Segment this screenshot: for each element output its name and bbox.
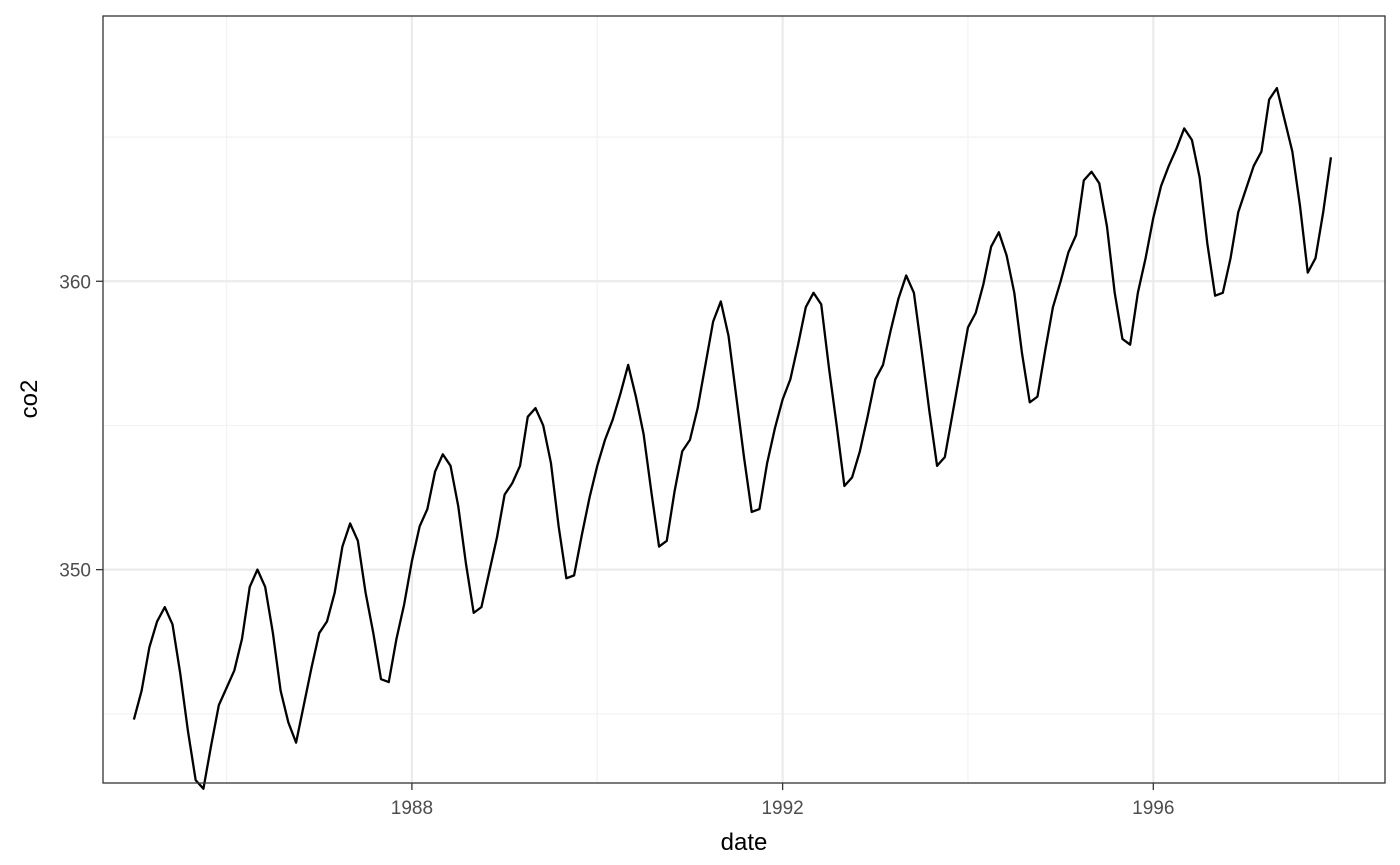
x-tick-label: 1988 <box>391 798 433 819</box>
minor-gridlines <box>103 16 1385 783</box>
x-tick-label: 1996 <box>1132 798 1174 819</box>
y-axis-title: co2 <box>16 380 43 419</box>
x-tick-label: 1992 <box>761 798 803 819</box>
x-axis-ticks: 1988 1992 1996 <box>391 783 1174 819</box>
y-tick-label: 350 <box>59 561 91 582</box>
y-tick-label: 360 <box>59 272 91 293</box>
y-axis-ticks: 350 360 <box>59 272 103 582</box>
panel-border <box>102 15 1386 784</box>
x-axis-title: date <box>721 829 768 856</box>
co2-line <box>132 86 1333 790</box>
